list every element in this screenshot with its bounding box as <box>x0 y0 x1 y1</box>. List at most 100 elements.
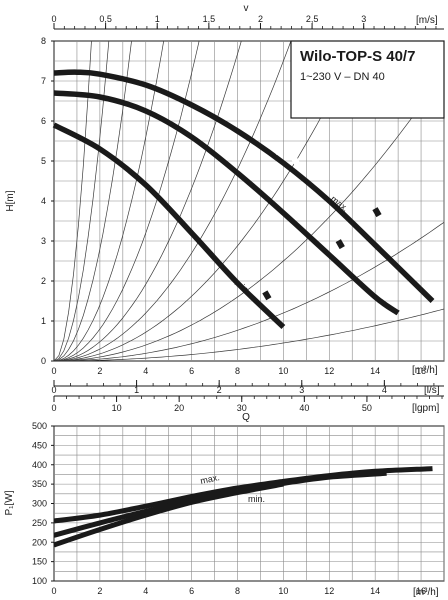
lgpm-ticks: 0 10 20 30 40 50 <box>51 396 443 413</box>
ls-axis-unit: [l/s] <box>424 385 440 396</box>
head-axis-label: H[m] <box>5 190 16 211</box>
head-x-tick-label: 14 <box>370 366 380 376</box>
power-x-tick-label: 2 <box>97 586 102 596</box>
power-x-tick-label: 6 <box>189 586 194 596</box>
system-curve <box>54 71 444 361</box>
system-curve <box>54 41 92 361</box>
velocity-tick-label: 2 <box>258 14 263 24</box>
head-x-tick-label: 2 <box>97 366 102 376</box>
head-x-tick-label: 12 <box>324 366 334 376</box>
power-flow-unit-label: [m³/h] <box>413 587 439 598</box>
velocity-tick-label: 1,5 <box>203 14 216 24</box>
ls-tick-label: 2 <box>217 385 222 395</box>
power-y-tick-label: 450 <box>32 440 47 450</box>
system-curve <box>54 41 200 361</box>
curve-marker <box>262 290 272 301</box>
power-y-tick-label: 400 <box>32 460 47 470</box>
system-curve <box>54 222 444 361</box>
lgpm-tick-label: 0 <box>51 403 56 413</box>
power-y-tick-label: 200 <box>32 537 47 547</box>
power-y-tick-label: 300 <box>32 499 47 509</box>
head-y-tick-label: 7 <box>41 76 46 86</box>
head-y-tick-label: 2 <box>41 276 46 286</box>
ls-tick-label: 4 <box>382 385 387 395</box>
power-x-tick-label: 10 <box>278 586 288 596</box>
head-y-tick-label: 4 <box>41 196 46 206</box>
velocity-axis-unit: [m/s] <box>416 15 438 26</box>
head-curve-3 <box>52 122 286 329</box>
power-min-label: min. <box>248 494 265 504</box>
lgpm-axis: 0 10 20 30 40 50 [lgpm] Q <box>51 395 444 423</box>
head-y-tick-label: 0 <box>41 356 46 366</box>
system-curve <box>54 41 292 361</box>
lgpm-tick-label: 10 <box>112 403 122 413</box>
ls-ticks: 0 1 2 3 4 <box>51 380 435 395</box>
power-curve-3 <box>53 481 284 548</box>
head-y-tick-label: 5 <box>41 156 46 166</box>
power-x-tick-label: 8 <box>235 586 240 596</box>
ls-axis: 0 1 2 3 4 [l/s] <box>51 380 444 396</box>
ls-tick-label: 3 <box>299 385 304 395</box>
power-x-tick-label: 0 <box>51 586 56 596</box>
title-box-frame <box>290 40 445 119</box>
head-chart-series <box>52 69 435 329</box>
head-y-tick-label: 1 <box>41 316 46 326</box>
head-curve-2 <box>53 90 400 316</box>
velocity-axis-label: v <box>244 3 249 14</box>
head-y-tick-label: 8 <box>41 36 46 46</box>
head-x-tick-label: 6 <box>189 366 194 376</box>
power-chart-ticks: 0 2 4 6 8 10 12 14 16 100 150 200 250 300 350 400 450 500 <box>32 421 426 596</box>
power-x-tick-label: 4 <box>143 586 148 596</box>
power-y-tick-label: 350 <box>32 479 47 489</box>
velocity-tick-label: 3 <box>361 14 366 24</box>
head-curve-1 <box>53 69 435 303</box>
head-x-tick-label: 0 <box>51 366 56 376</box>
curve-gap <box>271 143 282 155</box>
power-axis-label: P₁[W] <box>4 490 15 515</box>
system-curve <box>54 41 110 361</box>
power-chart-series <box>53 466 433 548</box>
lgpm-tick-label: 20 <box>174 403 184 413</box>
head-y-tick-label: 6 <box>41 116 46 126</box>
power-x-tick-label: 14 <box>370 586 380 596</box>
lgpm-axis-unit: [lgpm] <box>412 403 439 414</box>
power-y-tick-label: 100 <box>32 576 47 586</box>
curve-marker <box>372 207 382 218</box>
system-curve <box>54 41 165 361</box>
system-curve <box>54 308 444 361</box>
head-y-tick-label: 3 <box>41 236 46 246</box>
curve-marker <box>335 239 345 250</box>
chart-subtitle: 1~230 V – DN 40 <box>300 71 385 83</box>
velocity-tick-label: 0 <box>51 14 56 24</box>
velocity-ticks: 0 0,5 1 1,5 2 2,5 3 <box>51 14 437 29</box>
power-chart: 0 2 4 6 8 10 12 14 16 100 150 200 250 300 350 400 450 500… <box>4 421 445 598</box>
velocity-axis: 0 0,5 1 1,5 2 2,5 3 v [m/s] <box>51 3 444 30</box>
power-max-label: max. <box>199 472 220 486</box>
lgpm-tick-label: 40 <box>299 403 309 413</box>
head-x-tick-label: 10 <box>278 366 288 376</box>
ls-tick-label: 1 <box>134 385 139 395</box>
curve-gap <box>290 155 302 168</box>
head-x-tick-label: 16 <box>416 366 426 376</box>
lgpm-tick-label: 30 <box>237 403 247 413</box>
power-x-tick-label: 16 <box>416 586 426 596</box>
velocity-tick-label: 2,5 <box>306 14 319 24</box>
flow-axis-label: Q <box>242 412 250 423</box>
flow-unit-label: [m³/h] <box>412 365 438 376</box>
power-y-tick-label: 150 <box>32 557 47 567</box>
power-y-tick-label: 250 <box>32 518 47 528</box>
system-curve <box>54 41 132 361</box>
velocity-tick-label: 1 <box>155 14 160 24</box>
head-x-tick-label: 4 <box>143 366 148 376</box>
power-x-tick-label: 12 <box>324 586 334 596</box>
lgpm-tick-label: 50 <box>362 403 372 413</box>
ls-tick-label: 0 <box>51 385 56 395</box>
chart-title: Wilo-TOP-S 40/7 <box>300 48 415 65</box>
title-box: Wilo-TOP-S 40/7 1~230 V – DN 40 <box>290 40 445 119</box>
system-curve <box>54 41 361 361</box>
power-y-tick-label: 500 <box>32 421 47 431</box>
head-x-tick-label: 8 <box>235 366 240 376</box>
